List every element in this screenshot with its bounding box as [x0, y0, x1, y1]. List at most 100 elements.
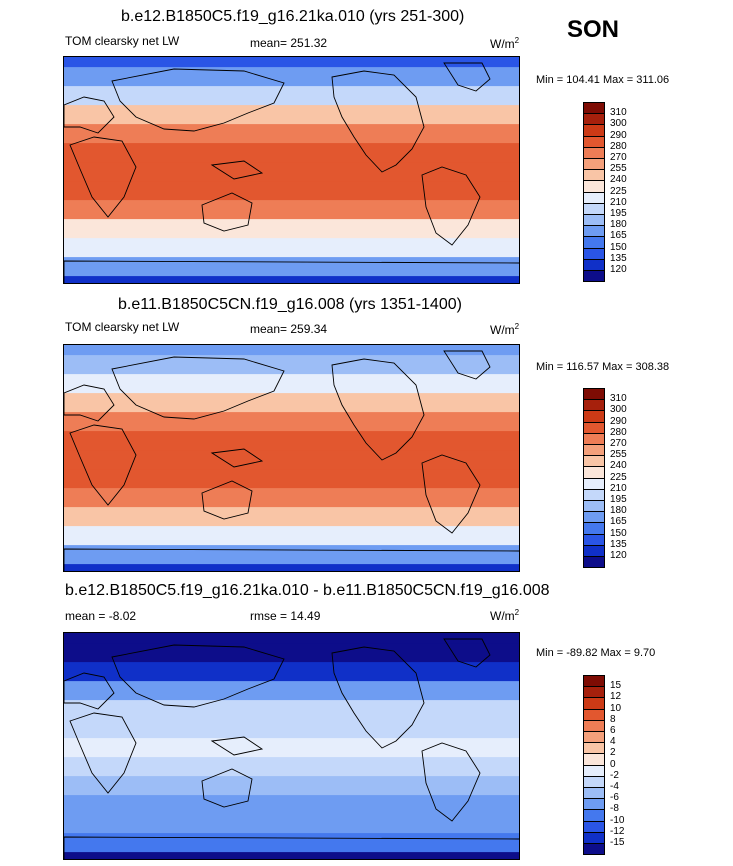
panel2-colorbar: 310 300 290 280 270 255 240 225 210 195 180 165 150 1… [583, 388, 645, 569]
panel2-colorbar-label: 310 [610, 393, 627, 405]
panel2-map-svg [64, 345, 519, 571]
panel2-colorbar-label: 225 [610, 471, 627, 483]
panel3-lat-band--90 [64, 851, 519, 859]
panel2-colorbar-label: 195 [610, 494, 627, 505]
panel1-units: W/m2 [490, 36, 519, 51]
panel3-colorbar-label: -12 [610, 825, 625, 837]
panel3-units-base: W/m [490, 609, 515, 623]
panel2-lat-band--75 [64, 544, 519, 565]
panel1-map-svg [64, 57, 519, 283]
panel3-coastline-1 [421, 742, 481, 822]
panel1-lat-band-60 [64, 85, 519, 106]
panel3-colorbar-label: 4 [610, 736, 616, 748]
panel1-colorbar-label: 165 [610, 230, 627, 242]
panel2-colorbar-label: 240 [610, 460, 627, 472]
panel1-minmax: Min = 104.41 Max = 311.06 [536, 74, 670, 86]
panel3-colorbar-label: 15 [610, 680, 622, 692]
panel2-units-exp: 2 [514, 322, 520, 331]
panel1-coastline-3 [64, 96, 115, 134]
panel2-mean: mean= 259.34 [250, 322, 328, 336]
panel1-lat-band--45 [64, 218, 519, 239]
panel1-colorbar-label: 300 [610, 118, 627, 130]
panel1-colorbar-label: 310 [610, 107, 627, 119]
panel1-lat-band--30 [64, 199, 519, 220]
panel3-mean: mean = -8.02 [65, 609, 137, 623]
panel1-lat-band-30 [64, 123, 519, 144]
panel3-coastline-0 [331, 646, 425, 749]
panel3-title: b.e12.B1850C5.f19_g16.21ka.010 - b.e11.B… [65, 582, 550, 599]
panel3-lat-band-75 [64, 642, 519, 663]
panel3-colorbar: 15 12 10 8 6 4 2 0 -2 -4 -6 -8 -10 -12 -15 [583, 675, 645, 856]
panel2-lat-band-45 [64, 392, 519, 413]
panel1-units-exp: 2 [514, 36, 520, 45]
panel1-coastline-7 [210, 160, 264, 180]
panel3-colorbar-label: 10 [610, 702, 622, 714]
panel1-colorbar-label: 290 [610, 129, 627, 141]
panel2-colorbar-label: 135 [610, 538, 627, 550]
panel3-map [63, 632, 520, 860]
panel3-lat-band--75 [64, 832, 519, 853]
panel2-map [63, 344, 520, 572]
panel3-colorbar-label: -6 [610, 792, 619, 804]
panel1-units-base: W/m [490, 37, 515, 51]
panel1-colorbar-label: 240 [610, 174, 627, 186]
panel1-lat-band--75 [64, 256, 519, 277]
panel1-coastline-8 [64, 260, 519, 283]
panel3-coastline-8 [64, 836, 519, 859]
panel3-units: W/m2 [490, 608, 519, 623]
panel3-lat-band--30 [64, 775, 519, 796]
panel1-lat-band--15 [64, 180, 519, 201]
panel3-lat-band-60 [64, 661, 519, 682]
panel3-colorbar-box-0 [583, 843, 605, 856]
panel3-lat-band--15 [64, 756, 519, 777]
panel3-colorbar-label: 2 [610, 747, 616, 759]
panel1-colorbar-label: 270 [610, 152, 627, 163]
panel1-coastline-4 [69, 136, 137, 218]
panel2-units: W/m2 [490, 322, 519, 337]
panel2-colorbar-label: 150 [610, 527, 627, 539]
panel3-colorbar-label: 0 [610, 758, 616, 770]
panel2-coastline-7 [210, 448, 264, 468]
panel1-lat-band-45 [64, 104, 519, 125]
panel2-colorbar-box-0 [583, 556, 605, 569]
panel2-coastline-4 [69, 424, 137, 506]
season-label: SON [567, 16, 620, 43]
panel2-lat-band--45 [64, 506, 519, 527]
panel3-map-svg [64, 633, 519, 859]
panel1-colorbar-label: 255 [610, 163, 627, 175]
panel3-colorbar-label: 8 [610, 713, 616, 725]
panel3-colorbar-label: 6 [610, 725, 616, 736]
panel1-lat-band--60 [64, 237, 519, 258]
panel2-units-base: W/m [490, 323, 515, 337]
panel2-colorbar-label: 165 [610, 516, 627, 528]
panel2-lat-band-60 [64, 373, 519, 394]
panel2-lat-band-90 [64, 345, 519, 356]
panel2-variable: TOM clearsky net LW [65, 320, 180, 334]
panel3-coastline-5 [111, 644, 285, 708]
panel1-title: b.e12.B1850C5.f19_g16.21ka.010 (yrs 251-… [121, 8, 465, 25]
panel1-lat-band-90 [64, 57, 519, 68]
panel3-lat-band--45 [64, 794, 519, 815]
panel3-coastline-2 [443, 638, 491, 668]
panel3-colorbar-label: -10 [610, 814, 625, 826]
panel2-coastline-5 [111, 356, 285, 420]
panel2-coastline-8 [64, 548, 519, 571]
panel2-lat-band--60 [64, 525, 519, 546]
panel1-coastline-0 [331, 70, 425, 173]
panel2-lat-band-30 [64, 411, 519, 432]
panel1-colorbar-label: 120 [610, 264, 627, 275]
panel1-colorbar-label: 195 [610, 208, 627, 219]
panel2-colorbar-label: 255 [610, 449, 627, 461]
panel3-colorbar-label: -8 [610, 803, 619, 815]
panel1-lat-band-75 [64, 66, 519, 87]
panel3-lat-band-30 [64, 699, 519, 720]
panel3-lat-band-0 [64, 737, 519, 758]
panel1-colorbar-label: 210 [610, 196, 627, 208]
panel3-colorbar-label: 12 [610, 691, 622, 703]
panel2-lat-band--15 [64, 468, 519, 489]
panel3-coastline-4 [69, 712, 137, 794]
panel2-lat-band--90 [64, 563, 519, 571]
panel2-coastline-3 [64, 384, 115, 422]
panel2-lat-band-75 [64, 354, 519, 375]
panel3-lat-band-45 [64, 680, 519, 701]
